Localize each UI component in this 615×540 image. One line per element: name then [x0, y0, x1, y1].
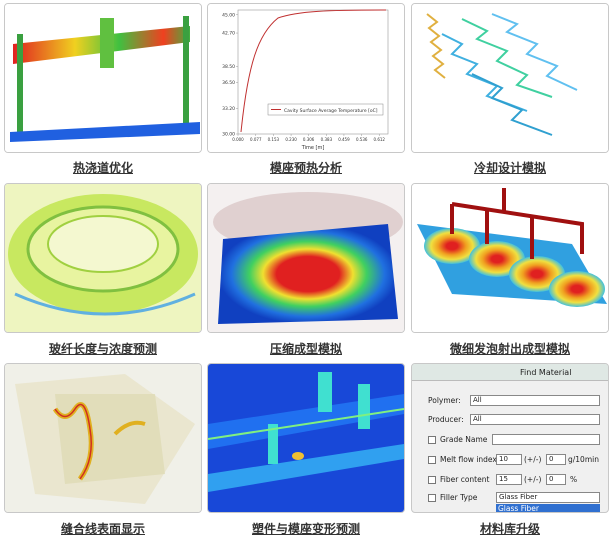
- checkbox[interactable]: [428, 436, 436, 444]
- caption: 模座预热分析: [269, 161, 342, 175]
- illustration: [412, 4, 608, 152]
- input[interactable]: 0: [546, 474, 566, 485]
- label: (+/-): [524, 475, 542, 484]
- x-tick-label: 0.153: [268, 137, 280, 142]
- select[interactable]: Glass Fiber: [496, 492, 600, 503]
- image-fiber: [4, 183, 202, 333]
- y-tick-label: 36.50: [222, 80, 235, 86]
- illustration: [5, 364, 201, 512]
- label: Producer:: [428, 415, 464, 424]
- temperature-plot: Cavity Surface Average Temperature [oC] …: [208, 4, 404, 152]
- image-hot-runner: [4, 3, 202, 153]
- x-tick-label: 0.612: [374, 137, 386, 142]
- option[interactable]: Glass Fiber: [496, 504, 600, 512]
- x-tick-label: 0.459: [338, 137, 350, 142]
- dialog-title: Find Material: [520, 368, 572, 377]
- y-tick-label: 38.50: [222, 64, 235, 70]
- x-tick-label: 0.077: [250, 137, 262, 142]
- caption: 玻纤长度与浓度预测: [48, 342, 157, 356]
- y-tick-label: 30.00: [222, 132, 235, 138]
- image-foam: [411, 183, 609, 333]
- image-warpage: [207, 363, 405, 513]
- x-tick-label: 0.306: [303, 137, 315, 142]
- x-tick-label: 0.000: [232, 137, 244, 142]
- y-tick-label: 33.20: [222, 106, 235, 112]
- image-cooling: [411, 3, 609, 153]
- select[interactable]: All: [470, 414, 600, 425]
- y-tick-label: 42.70: [222, 31, 235, 37]
- image-compression: [207, 183, 405, 333]
- illustration: [208, 364, 404, 512]
- x-tick-label: 0.536: [356, 137, 368, 142]
- label: %: [570, 475, 578, 484]
- select[interactable]: [492, 434, 600, 445]
- legend-label: Cavity Surface Average Temperature [oC]: [284, 108, 378, 114]
- x-tick-label: 0.230: [285, 137, 297, 142]
- x-tick-label: 0.383: [321, 137, 333, 142]
- caption: 冷却设计模拟: [473, 161, 546, 175]
- checkbox[interactable]: [428, 476, 436, 484]
- label: Melt flow index: [440, 455, 497, 464]
- label: g/10min: [568, 455, 599, 464]
- caption: 材料库升级: [479, 522, 540, 536]
- checkbox[interactable]: [428, 494, 436, 502]
- title-bar: [412, 364, 608, 381]
- checkbox[interactable]: [428, 456, 436, 464]
- illustration: [5, 4, 201, 152]
- input[interactable]: 15: [496, 474, 522, 485]
- label: Filler Type: [440, 493, 478, 502]
- caption: 塑件与模座变形预测: [251, 522, 360, 536]
- label: Polymer:: [428, 396, 461, 405]
- label: (+/-): [524, 455, 542, 464]
- illustration: [208, 184, 404, 332]
- image-weld-line: [4, 363, 202, 513]
- illustration: [412, 184, 608, 332]
- input[interactable]: 10: [496, 454, 522, 465]
- label: Grade Name: [440, 435, 488, 444]
- find-material-dialog: Find Material Polymer: All Producer: All…: [411, 363, 609, 513]
- caption: 热浇道优化: [72, 161, 133, 175]
- caption: 缝合线表面显示: [60, 522, 145, 536]
- label: Fiber content: [440, 475, 490, 484]
- illustration: [5, 184, 201, 332]
- image-preheat: Cavity Surface Average Temperature [oC] …: [207, 3, 405, 153]
- select[interactable]: All: [470, 395, 600, 406]
- caption: 微细发泡射出成型模拟: [449, 342, 570, 356]
- caption: 压缩成型模拟: [269, 342, 342, 356]
- input[interactable]: 0: [546, 454, 566, 465]
- y-tick-label: 45.00: [222, 12, 235, 18]
- x-axis-label: Time [m]: [301, 145, 325, 151]
